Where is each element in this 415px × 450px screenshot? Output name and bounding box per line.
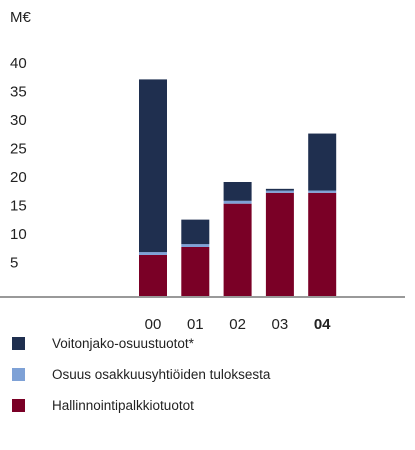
bar-segment: [265, 192, 294, 296]
bar-segment: [181, 244, 210, 247]
legend-label: Hallinnointipalkkiotuotot: [52, 398, 194, 413]
bar-segment: [139, 252, 167, 255]
bar-segment: [139, 254, 167, 296]
bar-segment: [181, 219, 210, 245]
legend-label: Osuus osakkuusyhtiöiden tuloksesta: [52, 367, 271, 382]
bar-segment: [265, 188, 294, 191]
x-tick-label: 01: [187, 316, 204, 333]
bar-segment: [223, 203, 252, 296]
bar-segment: [308, 133, 337, 191]
y-tick-label: 35: [10, 84, 27, 101]
x-tick-label: 03: [272, 316, 289, 333]
bar-segment: [308, 192, 337, 296]
y-tick-label: 40: [10, 55, 27, 72]
legend-label: Voitonjako-osuustuotot*: [52, 336, 195, 351]
bar-segment: [181, 246, 210, 296]
legend-swatch: [12, 368, 25, 381]
y-unit-label: M€: [10, 9, 31, 26]
y-tick-label: 20: [10, 169, 27, 186]
bar-segment: [223, 200, 252, 204]
x-tick-label: 04: [314, 316, 331, 333]
bar-segment: [223, 182, 252, 201]
bar-segment: [265, 190, 294, 193]
bar-segment: [308, 190, 337, 193]
y-tick-label: 10: [10, 226, 27, 243]
legend-swatch: [12, 399, 25, 412]
y-tick-label: 5: [10, 255, 18, 272]
y-tick-label: 15: [10, 198, 27, 215]
y-tick-label: 25: [10, 141, 27, 158]
x-tick-label: 02: [229, 316, 246, 333]
y-tick-label: 30: [10, 112, 27, 129]
legend-swatch: [12, 337, 25, 350]
bar-segment: [139, 79, 167, 253]
x-tick-label: 00: [145, 316, 162, 333]
